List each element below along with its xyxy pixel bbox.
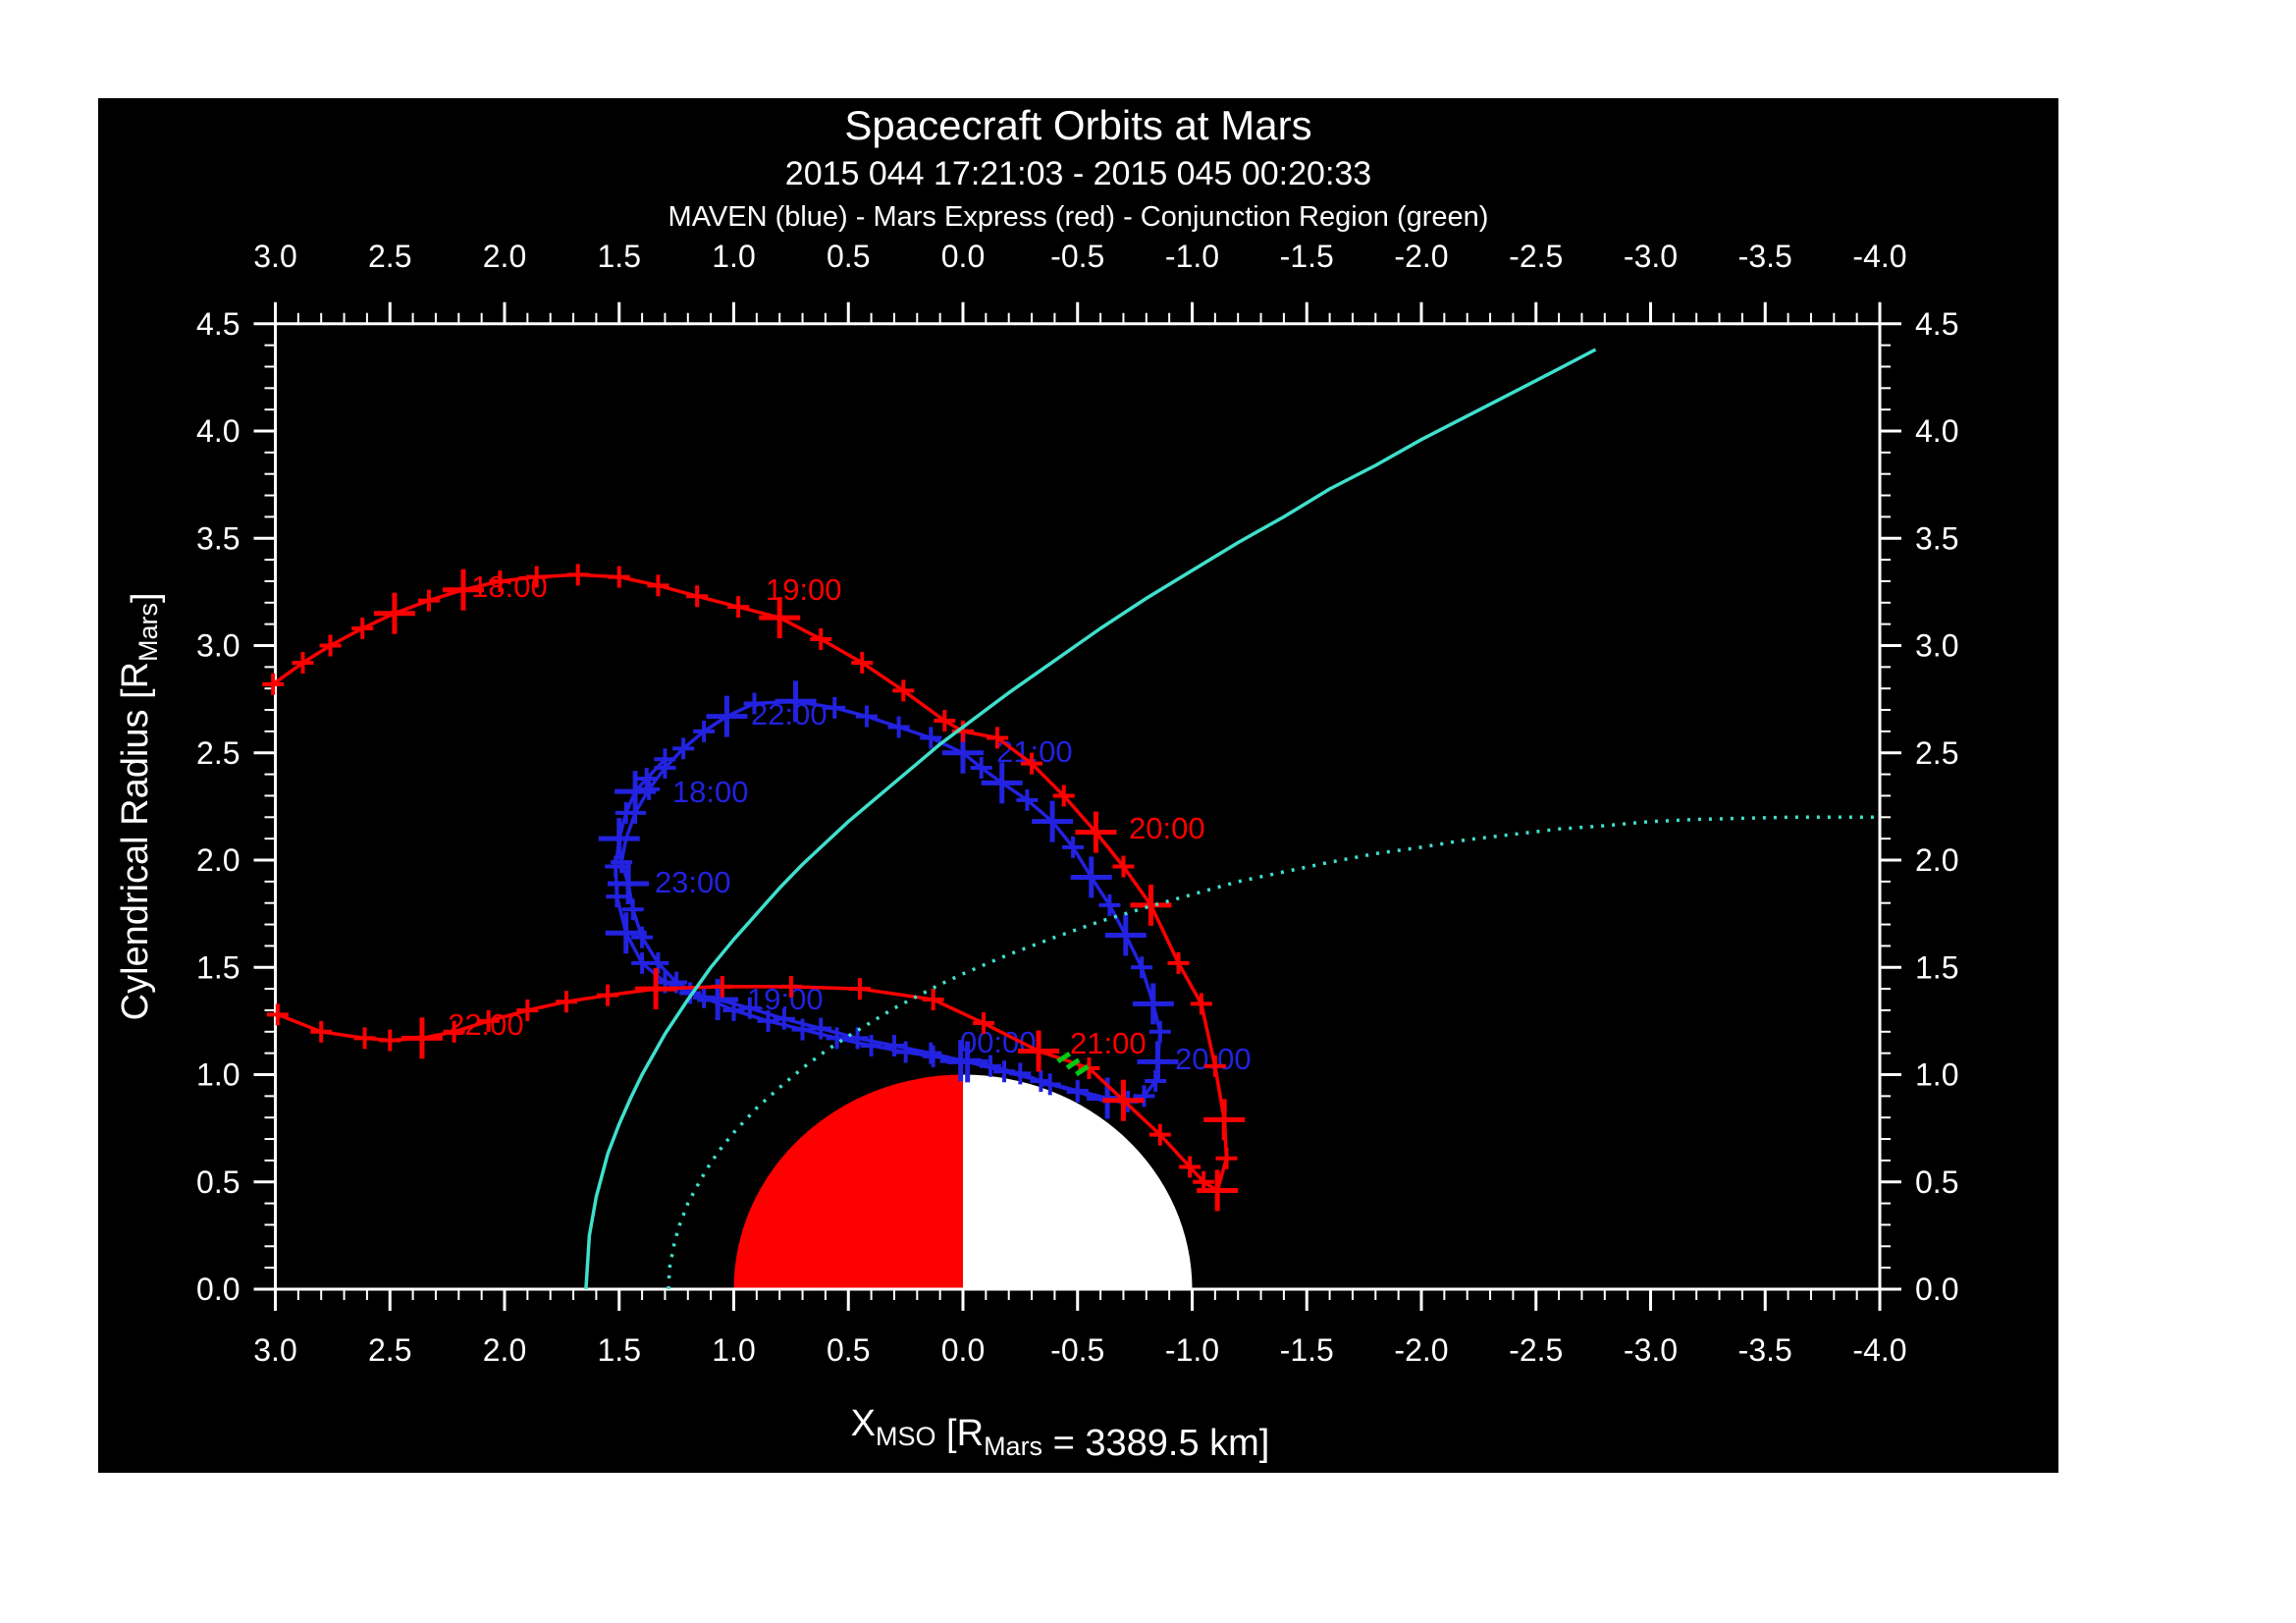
chart-legend: MAVEN (blue) - Mars Express (red) - Conj…	[667, 201, 1489, 233]
plot-canvas: Spacecraft Orbits at Mars 2015 044 17:21…	[98, 98, 2058, 1473]
chart-subtitle: 2015 044 17:21:03 - 2015 045 00:20:33	[784, 155, 1372, 192]
chart-title: Spacecraft Orbits at Mars	[844, 102, 1312, 148]
